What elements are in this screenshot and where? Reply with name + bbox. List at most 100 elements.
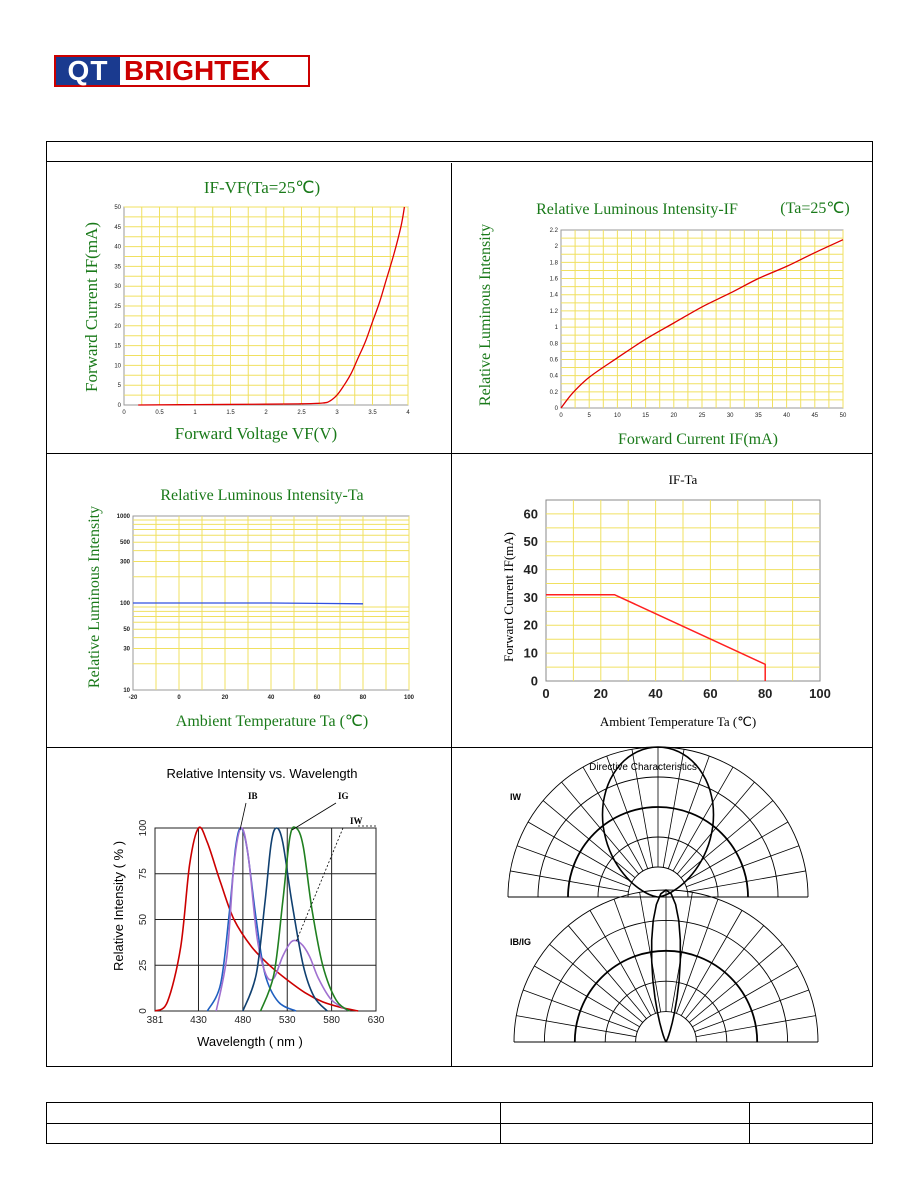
column-divider: [451, 163, 452, 1066]
x-tick-label: -20: [129, 695, 138, 701]
polar-curve: [601, 746, 715, 898]
polar-spoke: [523, 989, 638, 1032]
x-tick-label: 100: [809, 686, 831, 701]
y-tick-label: 30: [123, 646, 130, 652]
chart-intensity-ta: Relative Luminous Intensity-Ta Ambient T…: [86, 487, 415, 730]
x-tick-label: 30: [727, 413, 734, 419]
chart-title: Relative Luminous Intensity-IF: [536, 201, 738, 218]
polar-label-ibig: IB/IG: [510, 937, 531, 947]
y-tick-label: 10: [114, 363, 121, 369]
y-tick-label: 1.8: [550, 260, 559, 266]
polar-spoke: [683, 821, 789, 883]
polar-spoke: [613, 899, 656, 1014]
y-tick-label: 50: [114, 205, 121, 211]
y-tick-label: 30: [524, 590, 538, 605]
y-tick-label: 40: [524, 562, 538, 577]
polar-spoke: [685, 925, 765, 1019]
x-tick-label: 0: [559, 413, 563, 419]
x-tick-label: 3: [335, 410, 339, 416]
series-line: [133, 602, 364, 605]
y-axis-label: Forward Current IF(mA): [501, 532, 516, 662]
chart-title: Relative Luminous Intensity-Ta: [160, 487, 363, 504]
y-tick-label: 25: [114, 304, 121, 310]
footer-col-divider-1: [500, 1103, 501, 1143]
y-tick-label: 40: [114, 245, 121, 251]
polar-spoke: [676, 781, 755, 875]
chart-intensity-if: Relative Luminous Intensity-IF (Ta=25℃) …: [477, 200, 850, 448]
y-tick-label: 0: [531, 673, 538, 688]
x-tick-label: 4: [406, 410, 410, 416]
y-tick-label: 500: [120, 540, 131, 546]
x-tick-label: 35: [755, 413, 762, 419]
x-axis-label: Forward Voltage VF(V): [175, 424, 337, 443]
x-tick-label: 40: [648, 686, 662, 701]
polar-spoke: [689, 943, 783, 1023]
polar-spoke: [589, 910, 652, 1016]
series-line: [259, 826, 350, 1012]
y-tick-label: 2.2: [550, 228, 559, 234]
polar-spoke: [549, 943, 643, 1023]
polar-spoke: [567, 925, 647, 1019]
plot-area: 0 5 10 15 20 25 30 35 40 45 50 0 0.2 0.4 0.6 0.8 1 1.2 1.4…: [550, 228, 847, 419]
polar-spoke: [510, 870, 629, 893]
chart-wavelength: Relative Intensity vs. Wavelength Wavele…: [111, 766, 385, 1049]
x-tick-label: 10: [614, 413, 621, 419]
x-tick-label: 381: [147, 1015, 164, 1026]
y-tick-label: 25: [138, 959, 149, 971]
x-tick-label: 530: [279, 1015, 296, 1026]
chart-if-vf: IF-VF(Ta=25℃) Forward Voltage VF(V) Forw…: [82, 178, 410, 443]
chart-title: Relative Intensity vs. Wavelength: [167, 766, 358, 781]
chart-directive: Directive Characteristics IW IB/IG: [507, 746, 819, 1043]
y-tick-label: 0.6: [550, 357, 559, 363]
x-tick-label: 20: [594, 686, 608, 701]
row-divider-2: [47, 747, 872, 748]
plot-area: 0 20 40 60 80 100 0 10 20 30 40 50 60: [524, 499, 831, 701]
polar-spoke: [662, 749, 685, 868]
y-tick-label: 10: [123, 688, 130, 694]
y-tick-label: 0.8: [550, 341, 559, 347]
x-axis-label: Ambient Temperature Ta (℃): [600, 714, 756, 729]
x-tick-label: 1: [193, 410, 197, 416]
y-tick-label: 50: [524, 534, 538, 549]
x-tick-label: 580: [323, 1015, 340, 1026]
plot-area: -20 0 20 40 60 80 100 10 30 50 100 300 500 1000: [117, 514, 415, 701]
polar-spoke: [676, 899, 719, 1014]
company-logo: QT BRIGHTEK: [54, 55, 310, 87]
polar-spoke: [516, 845, 630, 888]
polar-spoke: [582, 766, 644, 872]
series-line: [560, 239, 844, 409]
x-tick-label: 3.5: [368, 410, 377, 416]
polar-spoke: [670, 892, 693, 1013]
footer-row-divider: [47, 1123, 872, 1124]
y-tick-label: 1.2: [550, 309, 559, 315]
y-tick-label: 10: [524, 645, 538, 660]
y-tick-label: 0.4: [550, 374, 559, 380]
logo-qt: QT: [56, 55, 120, 86]
x-axis-label: Wavelength ( nm ): [197, 1034, 303, 1049]
polar-spoke: [527, 821, 633, 883]
row-divider-1: [47, 453, 872, 454]
polar-ring: [635, 1011, 697, 1043]
y-tick-label: 1.4: [550, 293, 559, 299]
x-tick-label: 0: [177, 695, 181, 701]
x-tick-label: 1.5: [226, 410, 235, 416]
polar-plots: [507, 746, 819, 1043]
x-tick-label: 80: [758, 686, 772, 701]
x-tick-label: 45: [811, 413, 818, 419]
y-axis-label: Relative Luminous Intensity: [477, 224, 494, 406]
x-tick-label: 100: [404, 695, 415, 701]
polar-spoke: [542, 800, 636, 879]
x-tick-label: 15: [642, 413, 649, 419]
y-tick-label: 60: [524, 506, 538, 521]
y-tick-label: 1.6: [550, 277, 559, 283]
footer-table: [46, 1102, 873, 1144]
series-line: [546, 593, 766, 681]
x-tick-label: 630: [368, 1015, 385, 1026]
plot-area: 381 430 480 530 580 630 0 25 50 75 100 IB IG IW: [138, 791, 385, 1026]
polar-ring: [627, 866, 689, 898]
polar-spoke: [516, 1015, 637, 1038]
polar-curve: [650, 889, 682, 1043]
y-tick-label: 50: [123, 627, 130, 633]
